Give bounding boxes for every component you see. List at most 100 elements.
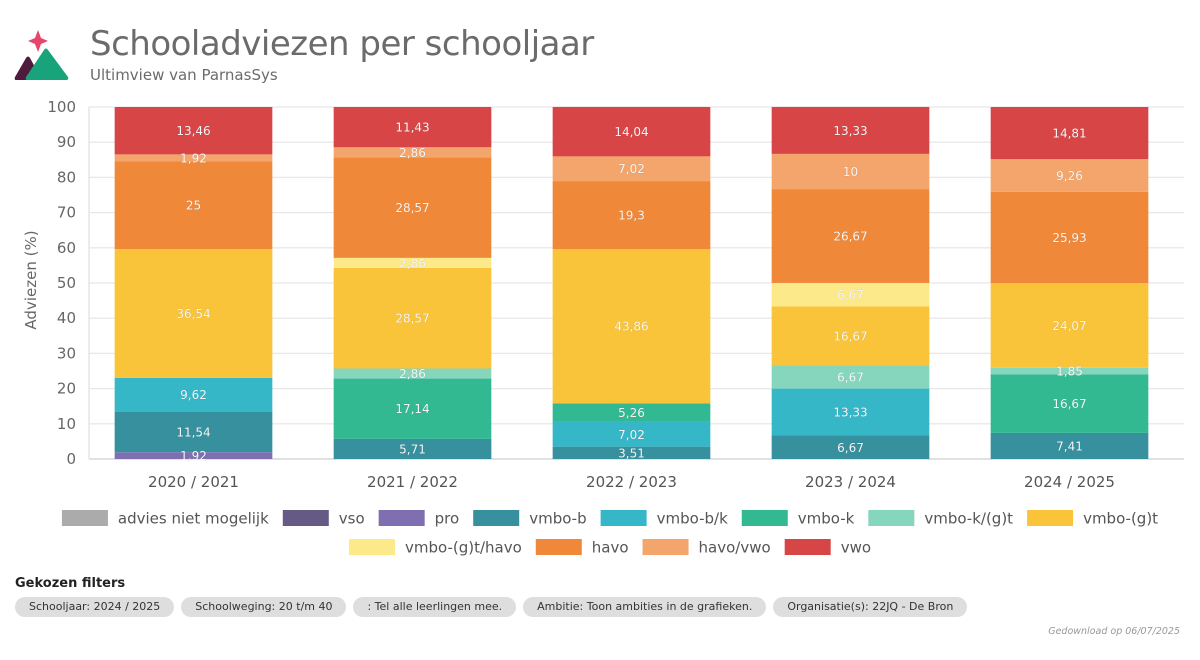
data-label: 7,02 xyxy=(618,162,645,176)
data-label: 17,14 xyxy=(395,402,429,416)
y-tick-label: 100 xyxy=(47,98,76,116)
legend-item[interactable]: vwo xyxy=(784,539,871,557)
bar-segment-vwo[interactable] xyxy=(333,107,492,148)
legend-swatch xyxy=(1027,510,1074,526)
legend-swatch xyxy=(282,510,329,526)
bar-segment-vmbo-k[interactable] xyxy=(990,374,1149,433)
legend-item[interactable]: vmbo-k xyxy=(741,510,855,528)
legend-item[interactable]: vmbo-b/k xyxy=(600,510,728,528)
bar-segment-vmbo-g-t[interactable] xyxy=(333,267,492,369)
bar-segment-vmbo-k-g-t[interactable] xyxy=(771,365,930,389)
bar-segment-vmbo-k-g-t[interactable] xyxy=(990,367,1149,375)
legend-item[interactable]: pro xyxy=(378,510,460,528)
bar-segment-vwo[interactable] xyxy=(771,106,930,154)
bar-segment-vmbo-k[interactable] xyxy=(552,403,711,422)
y-tick-label: 30 xyxy=(57,344,76,362)
bar-segment-vmbo-b-k[interactable] xyxy=(771,388,930,436)
bar-segment-vmbo-b-k[interactable] xyxy=(114,377,273,412)
legend-item[interactable]: vmbo-(g)t xyxy=(1027,510,1158,528)
legend-item[interactable]: havo/vwo xyxy=(642,539,771,557)
legend-item[interactable]: havo xyxy=(535,539,629,557)
y-tick-label: 20 xyxy=(57,380,76,398)
data-label: 10 xyxy=(843,165,858,179)
bar-segment-havo-vwo[interactable] xyxy=(990,159,1149,192)
legend-label: vmbo-k/(g)t xyxy=(924,510,1013,528)
bar-segment-vwo[interactable] xyxy=(114,107,273,155)
data-label: 11,43 xyxy=(395,121,429,135)
bar-segment-vmbo-b[interactable] xyxy=(990,432,1149,459)
legend-label: vwo xyxy=(841,539,871,557)
bar-segment-havo-vwo[interactable] xyxy=(114,154,273,162)
bar-segment-havo[interactable] xyxy=(552,181,711,250)
legend-label: vmbo-b/k xyxy=(657,510,728,528)
data-label: 36,54 xyxy=(176,307,210,321)
bar-segment-vmbo-b[interactable] xyxy=(333,438,492,459)
data-label: 7,02 xyxy=(618,428,645,442)
bar-segment-pro[interactable] xyxy=(114,452,273,459)
data-label: 24,07 xyxy=(1052,319,1086,333)
y-axis-ticks: 0 10 20 30 40 50 60 70 80 90 100 xyxy=(47,98,76,468)
bar-segment-havo-vwo[interactable] xyxy=(552,156,711,182)
bar-segment-vmbo-g-t[interactable] xyxy=(990,283,1149,368)
bar-segment-vmbo-g-t-havo[interactable] xyxy=(771,282,930,307)
x-tick-label: 2022 / 2023 xyxy=(586,473,677,491)
data-label: 13,46 xyxy=(176,124,210,138)
bar-segment-vmbo-k[interactable] xyxy=(333,378,492,439)
data-label: 43,86 xyxy=(614,320,648,334)
legend-label: havo xyxy=(592,539,629,557)
legend-item[interactable]: vmbo-b xyxy=(473,510,587,528)
bar-segment-havo-vwo[interactable] xyxy=(771,153,930,190)
data-label: 5,71 xyxy=(399,442,426,456)
bar-segment-vmbo-g-t[interactable] xyxy=(552,249,711,404)
bar-segment-vmbo-b[interactable] xyxy=(114,411,273,453)
filter-chip-ambitie[interactable]: Ambitie: Toon ambities in de grafieken. xyxy=(523,597,767,617)
bars: 1,92 11,54 9,62 36,54 25 1,92 13,46 5,71 17,14 2,… xyxy=(114,106,1149,463)
data-label: 9,62 xyxy=(180,388,207,402)
bar-segment-havo-vwo[interactable] xyxy=(333,147,492,158)
bar-segment-vmbo-b[interactable] xyxy=(552,446,711,459)
data-label: 2,86 xyxy=(399,256,426,270)
bar-segment-vwo[interactable] xyxy=(552,106,711,157)
bar-segment-havo[interactable] xyxy=(333,157,492,258)
bar-segment-vmbo-g-t[interactable] xyxy=(771,306,930,366)
legend-swatch xyxy=(600,510,647,526)
y-axis-label: Adviezen (%) xyxy=(22,230,40,329)
legend-item[interactable]: vmbo-k/(g)t xyxy=(868,510,1013,528)
bar-segment-havo[interactable] xyxy=(771,189,930,283)
data-label: 6,67 xyxy=(837,441,864,455)
y-tick-label: 50 xyxy=(57,274,76,292)
filter-chip-leerlingen[interactable]: : Tel alle leerlingen mee. xyxy=(353,597,517,617)
data-label: 25,93 xyxy=(1052,231,1086,245)
filter-chip-organisatie[interactable]: Organisatie(s): 22JQ - De Bron xyxy=(773,597,968,617)
legend-label: vmbo-k xyxy=(798,510,855,528)
legend-swatch xyxy=(535,539,582,555)
bar-segment-vwo[interactable] xyxy=(990,107,1149,160)
bar-segment-havo[interactable] xyxy=(114,161,273,250)
y-tick-label: 80 xyxy=(57,168,76,186)
data-label: 28,57 xyxy=(395,201,429,215)
legend-swatch xyxy=(784,539,831,555)
data-label: 2,86 xyxy=(399,367,426,381)
filter-chip-schooljaar[interactable]: Schooljaar: 2024 / 2025 xyxy=(15,597,175,617)
bar-segment-havo[interactable] xyxy=(990,191,1149,283)
legend-item[interactable]: vmbo-(g)t/havo xyxy=(348,539,522,557)
legend-label: advies niet mogelijk xyxy=(118,510,269,528)
y-tick-label: 60 xyxy=(57,239,76,257)
page-title: Schooladviezen per schooljaar xyxy=(90,24,594,64)
bar-segment-vmbo-g-t-havo[interactable] xyxy=(333,257,492,268)
bar-segment-vmbo-g-t[interactable] xyxy=(114,249,273,378)
bar-stack: 7,41 16,67 1,85 24,07 25,93 9,26 14,81 xyxy=(990,107,1149,459)
data-label: 14,04 xyxy=(614,125,648,139)
filter-chip-schoolweging[interactable]: Schoolweging: 20 t/m 40 xyxy=(181,597,347,617)
y-tick-label: 10 xyxy=(57,415,76,433)
data-label: 13,33 xyxy=(833,406,867,420)
bar-segment-vmbo-b[interactable] xyxy=(771,435,930,459)
legend-label: vmbo-(g)t/havo xyxy=(405,539,522,557)
legend-item[interactable]: advies niet mogelijk xyxy=(61,510,269,528)
page-subtitle: Ultimview van ParnasSys xyxy=(90,66,278,84)
bar-segment-vmbo-k-g-t[interactable] xyxy=(333,368,492,379)
legend-item[interactable]: vso xyxy=(282,510,365,528)
data-label: 9,26 xyxy=(1056,169,1083,183)
bar-stack: 3,51 7,02 5,26 43,86 19,3 7,02 14,04 xyxy=(552,106,711,461)
bar-segment-vmbo-b-k[interactable] xyxy=(552,421,711,447)
